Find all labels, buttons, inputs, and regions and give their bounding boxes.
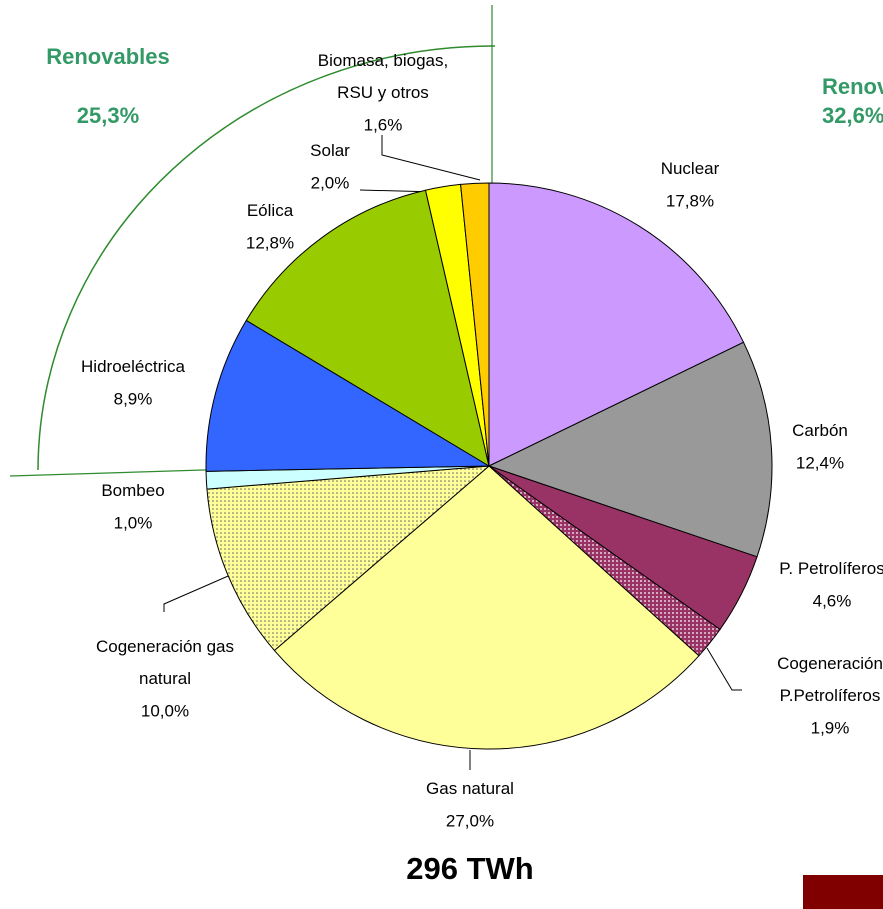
- label-line: Hidroeléctrica: [81, 357, 185, 376]
- label-line: Gas natural: [426, 779, 514, 798]
- slice-label: Solar: [310, 141, 350, 160]
- label-line: Cogeneración gas: [96, 637, 234, 656]
- leader-line: [381, 135, 481, 181]
- leader-line: [706, 647, 742, 691]
- label-line: Solar: [310, 141, 350, 160]
- decoration: [803, 875, 883, 909]
- value-label: 1,6%: [364, 115, 403, 134]
- slice-label: Eólica: [247, 201, 294, 220]
- annotation: 32,6%: [822, 103, 883, 128]
- value-label: 12,8%: [246, 233, 294, 252]
- pie-slice: [488, 182, 745, 467]
- value-label: 1,0%: [114, 513, 153, 532]
- slice-label: Bombeo: [101, 481, 164, 500]
- pie-slice: [273, 465, 700, 750]
- label-line: Nuclear: [661, 159, 720, 178]
- annotation: 25,3%: [77, 103, 139, 128]
- label-line: Eólica: [247, 201, 294, 220]
- label-line: Carbón: [792, 421, 848, 440]
- label-line: P.Petrolíferos: [780, 686, 881, 705]
- value-label: 10,0%: [141, 701, 189, 720]
- slice-label: Hidroeléctrica: [81, 357, 185, 376]
- slice-label: Nuclear: [661, 159, 720, 178]
- value-label: 2,0%: [311, 173, 350, 192]
- pie-slice: [460, 182, 490, 467]
- pie-slice: [245, 189, 490, 468]
- label-line: natural: [139, 669, 191, 688]
- slice-label: Carbón: [792, 421, 848, 440]
- slice-label: Biomasa, biogas, RSU y otros: [318, 51, 448, 102]
- slice-label: Gas natural: [426, 779, 514, 798]
- slice-label: Cogeneración gas natural: [96, 637, 234, 688]
- label-line: Biomasa, biogas,: [318, 51, 448, 70]
- value-label: 8,9%: [114, 389, 153, 408]
- total: 296 TWh: [406, 851, 533, 886]
- slice-label: Cogeneración P.Petrolíferos: [777, 654, 883, 705]
- label-line: Bombeo: [101, 481, 164, 500]
- value-label: 17,8%: [666, 191, 714, 210]
- annotation: Renovables: [46, 44, 170, 69]
- pie-slice: [205, 319, 491, 472]
- label-line: Cogeneración: [777, 654, 883, 673]
- value-label: 27,0%: [446, 811, 494, 830]
- annotation: Renovables: [822, 74, 883, 99]
- slice-label: P. Petrolíferos: [779, 559, 883, 578]
- value-label: 12,4%: [796, 453, 844, 472]
- pie-slice: [206, 465, 491, 652]
- value-label: 4,6%: [813, 591, 852, 610]
- value-label: 1,9%: [811, 718, 850, 737]
- label-line: P. Petrolíferos: [779, 559, 883, 578]
- pie-slice: [487, 341, 773, 558]
- label-line: RSU y otros: [337, 83, 429, 102]
- renewables-arc: [37, 45, 496, 471]
